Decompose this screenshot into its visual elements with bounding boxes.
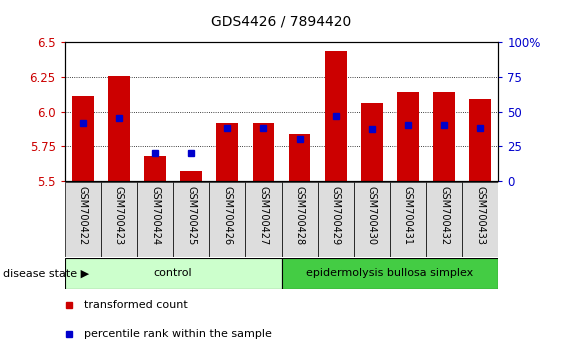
Bar — [282, 182, 318, 257]
Text: GSM700423: GSM700423 — [114, 186, 124, 245]
Bar — [65, 182, 101, 257]
Bar — [245, 182, 282, 257]
Text: control: control — [154, 268, 193, 279]
Bar — [137, 182, 173, 257]
Bar — [173, 182, 209, 257]
Bar — [282, 258, 498, 289]
Text: GSM700432: GSM700432 — [439, 186, 449, 245]
Text: GDS4426 / 7894420: GDS4426 / 7894420 — [211, 14, 352, 28]
Text: GSM700422: GSM700422 — [78, 186, 88, 245]
Bar — [209, 182, 245, 257]
Bar — [325, 51, 347, 181]
Text: GSM700425: GSM700425 — [186, 186, 196, 245]
Text: GSM700430: GSM700430 — [367, 186, 377, 245]
Bar — [108, 76, 129, 181]
Text: GSM700424: GSM700424 — [150, 186, 160, 245]
Text: GSM700433: GSM700433 — [475, 186, 485, 245]
Bar — [65, 258, 282, 289]
Bar — [434, 92, 455, 181]
Bar — [216, 122, 238, 181]
Bar — [354, 182, 390, 257]
Text: disease state ▶: disease state ▶ — [3, 268, 89, 279]
Text: GSM700429: GSM700429 — [330, 186, 341, 245]
Text: transformed count: transformed count — [84, 301, 188, 310]
Bar — [289, 133, 310, 181]
Text: GSM700427: GSM700427 — [258, 186, 269, 245]
Bar — [426, 182, 462, 257]
Text: GSM700431: GSM700431 — [403, 186, 413, 245]
Text: percentile rank within the sample: percentile rank within the sample — [84, 329, 272, 339]
Bar — [397, 92, 419, 181]
Bar — [318, 182, 354, 257]
Bar — [462, 182, 498, 257]
Bar — [361, 103, 383, 181]
Bar — [144, 156, 166, 181]
Text: GSM700426: GSM700426 — [222, 186, 233, 245]
Text: epidermolysis bullosa simplex: epidermolysis bullosa simplex — [306, 268, 473, 279]
Bar — [101, 182, 137, 257]
Bar — [72, 96, 93, 181]
Text: GSM700428: GSM700428 — [294, 186, 305, 245]
Bar — [390, 182, 426, 257]
Bar — [253, 122, 274, 181]
Bar — [180, 171, 202, 181]
Bar — [470, 99, 491, 181]
